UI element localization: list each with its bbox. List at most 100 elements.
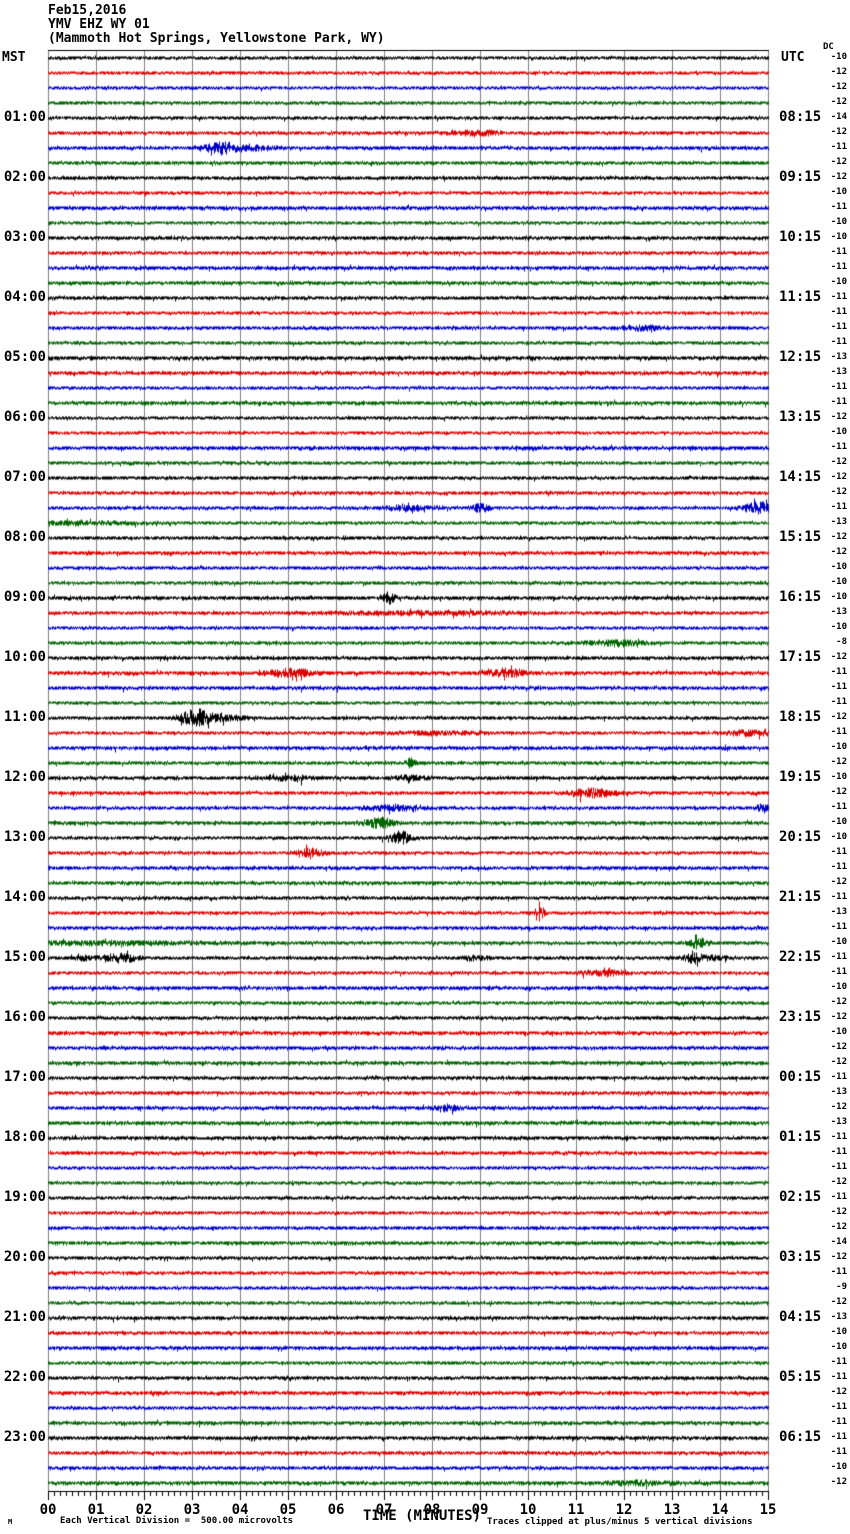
dc-offset-value: -12	[830, 472, 847, 482]
utc-hour-label: 03:15	[779, 1249, 822, 1265]
dc-offset-value: -10	[830, 562, 847, 572]
utc-hour-label: 18:15	[779, 709, 822, 725]
utc-hour-label: 06:15	[779, 1429, 822, 1445]
dc-offset-value: -12	[830, 1477, 847, 1487]
utc-hour-label: 05:15	[779, 1369, 822, 1385]
mst-hour-label: 19:00	[3, 1189, 46, 1205]
dc-offset-value: -11	[830, 862, 847, 872]
mst-hour-label: 06:00	[3, 409, 46, 425]
dc-offset-value: -12	[830, 67, 847, 77]
dc-offset-value: -11	[830, 1417, 847, 1427]
dc-offset-value: -12	[830, 1222, 847, 1232]
dc-offset-value: -10	[830, 622, 847, 632]
dc-offset-value: -12	[830, 82, 847, 92]
dc-offset-value: -11	[830, 307, 847, 317]
dc-offset-value: -12	[830, 1102, 847, 1112]
dc-offset-value: -12	[830, 712, 847, 722]
mst-hour-label: 07:00	[3, 469, 46, 485]
x-tick-label: 01	[87, 1502, 105, 1518]
dc-offset-value: -12	[830, 1252, 847, 1262]
dc-offset-value: -11	[830, 682, 847, 692]
dc-offset-value: -11	[830, 142, 847, 152]
mst-hour-label: 02:00	[3, 169, 46, 185]
dc-offset-value: -12	[830, 157, 847, 167]
dc-offset-value: -10	[830, 277, 847, 287]
mst-hour-label: 21:00	[3, 1309, 46, 1325]
dc-offset-value: -12	[830, 1207, 847, 1217]
utc-hour-label: 13:15	[779, 409, 822, 425]
scale-note: Each Vertical Division = 500.00 microvol…	[60, 1516, 293, 1526]
dc-offset-value: -12	[830, 547, 847, 557]
x-tick-label: 05	[279, 1502, 297, 1518]
x-tick-label: 04	[231, 1502, 249, 1518]
title-station: YMV EHZ WY 01	[48, 17, 150, 32]
utc-axis-label: UTC	[781, 50, 805, 65]
dc-offset-value: -11	[830, 322, 847, 332]
dc-offset-value: -11	[830, 847, 847, 857]
utc-hour-label: 15:15	[779, 529, 822, 545]
dc-offset-value: -12	[830, 877, 847, 887]
dc-offset-value: -14	[830, 1237, 847, 1247]
dc-offset-value: -13	[830, 1087, 847, 1097]
utc-hour-label: 19:15	[779, 769, 822, 785]
x-tick-label: 15	[759, 1502, 777, 1518]
mst-hour-label: 16:00	[3, 1009, 46, 1025]
mst-hour-label: 23:00	[3, 1429, 46, 1445]
dc-offset-value: -10	[830, 1027, 847, 1037]
dc-offset-value: -11	[830, 1432, 847, 1442]
x-tick-label: 13	[663, 1502, 681, 1518]
dc-offset-value: -11	[830, 397, 847, 407]
dc-offset-value: -12	[830, 1012, 847, 1022]
dc-offset-value: -12	[830, 532, 847, 542]
dc-offset-value: -11	[830, 667, 847, 677]
dc-offset-value: -10	[830, 742, 847, 752]
dc-offset-value: -11	[830, 1357, 847, 1367]
dc-offset-value: -12	[830, 127, 847, 137]
dc-offset-value: -10	[830, 232, 847, 242]
dc-offset-value: -11	[830, 1147, 847, 1157]
dc-offset-value: -10	[830, 832, 847, 842]
mst-hour-label: 12:00	[3, 769, 46, 785]
dc-offset-value: -10	[830, 592, 847, 602]
mst-hour-label: 14:00	[3, 889, 46, 905]
x-tick-label: 07	[375, 1502, 393, 1518]
dc-offset-value: -12	[830, 1297, 847, 1307]
utc-hour-label: 21:15	[779, 889, 822, 905]
dc-offset-value: -11	[830, 727, 847, 737]
x-tick-label: 03	[183, 1502, 201, 1518]
dc-offset-value: -12	[830, 1177, 847, 1187]
utc-hour-label: 09:15	[779, 169, 822, 185]
dc-offset-value: -11	[830, 952, 847, 962]
dc-offset-value: -11	[830, 1072, 847, 1082]
utc-hour-label: 02:15	[779, 1189, 822, 1205]
clip-note: Traces clipped at plus/minus 5 vertical …	[487, 1517, 753, 1527]
utc-hour-label: 04:15	[779, 1309, 822, 1325]
x-tick-label: 10	[519, 1502, 537, 1518]
dc-offset-value: -11	[830, 382, 847, 392]
utc-hour-label: 11:15	[779, 289, 822, 305]
dc-offset-value: -11	[830, 892, 847, 902]
x-tick-label: 06	[327, 1502, 345, 1518]
dc-offset-value: -13	[830, 1312, 847, 1322]
dc-offset-value: -10	[830, 817, 847, 827]
mst-hour-label: 15:00	[3, 949, 46, 965]
dc-offset-value: -12	[830, 412, 847, 422]
dc-offset-value: -11	[830, 292, 847, 302]
utc-hour-label: 22:15	[779, 949, 822, 965]
dc-offset-value: -11	[830, 922, 847, 932]
dc-offset-value: -12	[830, 457, 847, 467]
dc-offset-value: -11	[830, 202, 847, 212]
corner-mark: M	[8, 1518, 13, 1526]
dc-offset-value: -11	[830, 1267, 847, 1277]
dc-offset-value: -9	[836, 1282, 847, 1292]
utc-hour-label: 12:15	[779, 349, 822, 365]
utc-hour-label: 16:15	[779, 589, 822, 605]
dc-offset-value: -12	[830, 652, 847, 662]
mst-hour-label: 17:00	[3, 1069, 46, 1085]
x-tick-label: 00	[39, 1502, 57, 1518]
dc-offset-value: -11	[830, 697, 847, 707]
dc-offset-value: -11	[830, 1192, 847, 1202]
dc-offset-value: -13	[830, 352, 847, 362]
utc-hour-label: 14:15	[779, 469, 822, 485]
